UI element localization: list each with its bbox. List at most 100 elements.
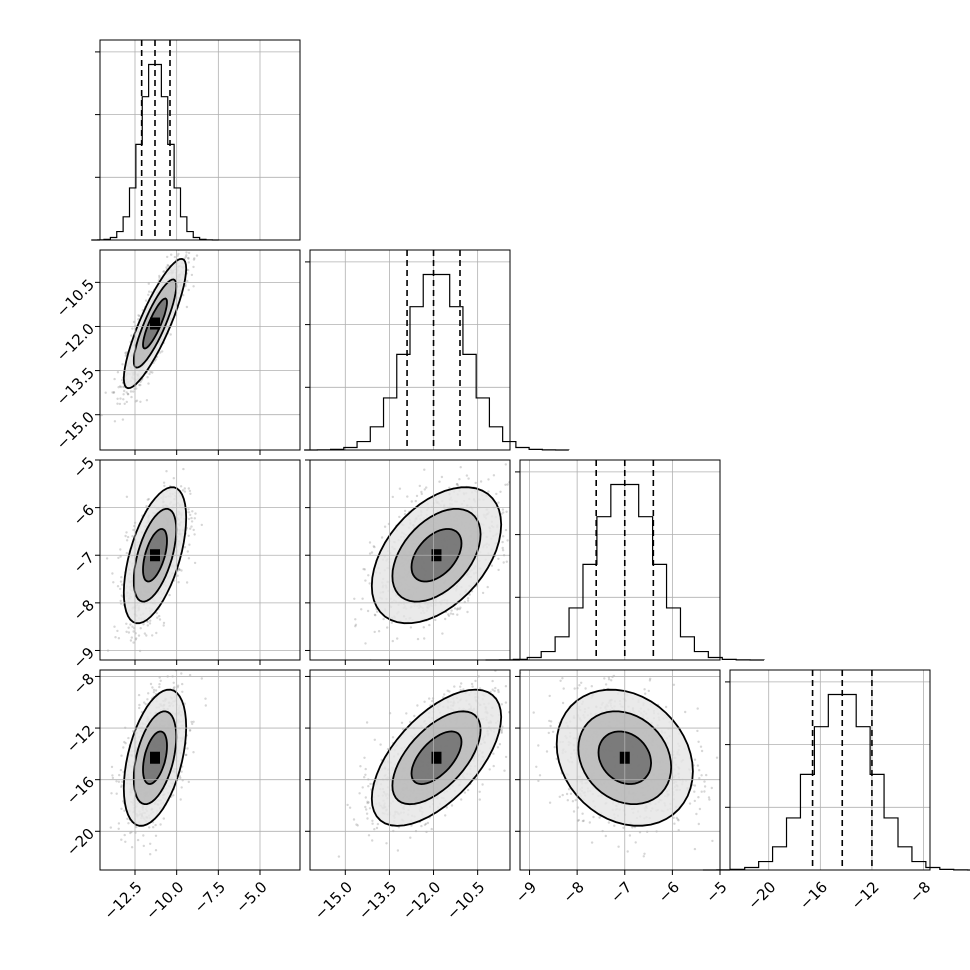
scatter-point [373, 545, 376, 549]
scatter-point [123, 402, 126, 405]
scatter-point [176, 684, 180, 687]
scatter-point [391, 495, 394, 499]
scatter-point [456, 613, 459, 616]
scatter-point [151, 371, 154, 374]
scatter-point [187, 557, 191, 560]
scatter-point [188, 489, 192, 493]
scatter-point [497, 557, 500, 560]
scatter-point [165, 266, 168, 269]
scatter-point [176, 686, 179, 689]
contour-line-1 [132, 508, 178, 603]
scatter-point [125, 551, 128, 555]
scatter-point [123, 809, 126, 812]
scatter-point [162, 270, 165, 273]
scatter-point [147, 497, 150, 501]
scatter-point [118, 773, 121, 777]
scatter-panel-2-0 [95, 457, 301, 665]
scatter-point [523, 496, 525, 498]
scatter-point [390, 621, 393, 624]
scatter-point [176, 457, 178, 459]
panel-content-2-1 [353, 463, 525, 660]
scatter-point [146, 498, 149, 501]
scatter-point [186, 550, 189, 553]
scatter-point [117, 822, 121, 825]
scatter-point [182, 294, 185, 297]
scatter-point [450, 609, 453, 612]
scatter-point [146, 620, 149, 624]
scatter-point [131, 327, 134, 330]
scatter-point [139, 380, 142, 384]
scatter-point [181, 489, 185, 492]
scatter-point [391, 639, 394, 643]
scatter-point [515, 537, 517, 539]
scatter-point [354, 618, 357, 621]
scatter-point [453, 607, 457, 610]
scatter-point [186, 279, 189, 283]
scatter-point [183, 490, 187, 493]
scatter-point [146, 624, 149, 627]
scatter-point [149, 370, 152, 374]
scatter-point [183, 240, 185, 242]
scatter-point [428, 623, 431, 627]
scatter-point [505, 510, 508, 513]
scatter-point [131, 535, 134, 538]
scatter-point [126, 393, 130, 396]
scatter-point [125, 630, 128, 633]
scatter-point [364, 579, 367, 582]
scatter-point [502, 561, 505, 564]
scatter-point [467, 477, 470, 480]
scatter-point [137, 314, 140, 317]
scatter-point [149, 853, 152, 856]
scatter-point [364, 642, 367, 645]
scatter-point [447, 613, 450, 616]
scatter-point [121, 363, 124, 366]
scatter-point [179, 485, 183, 488]
scatter-point [177, 581, 180, 584]
scatter-point [501, 549, 505, 552]
scatter-point [376, 610, 379, 613]
scatter-point [459, 466, 462, 469]
scatter-point [158, 676, 161, 679]
scatter-point [121, 378, 124, 382]
axis-frame-2-1 [309, 459, 511, 661]
scatter-point [178, 568, 181, 571]
scatter-point [119, 580, 123, 583]
scatter-point [511, 602, 513, 604]
scatter-point [118, 385, 122, 388]
scatter-point [119, 587, 122, 591]
scatter-point [187, 288, 190, 292]
scatter-point [487, 478, 490, 481]
scatter-point [363, 568, 366, 571]
scatter-point [423, 468, 426, 471]
scatter-point [127, 631, 131, 634]
scatter-point [458, 478, 461, 481]
scatter-point [360, 608, 363, 611]
scatter-point [501, 540, 504, 544]
scatter-point [193, 561, 197, 565]
scatter-point [373, 613, 377, 616]
scatter-point [466, 610, 469, 614]
scatter-point [195, 254, 199, 257]
scatter-point [118, 402, 122, 406]
scatter-point [162, 621, 166, 625]
scatter-point [158, 274, 161, 278]
scatter-point [146, 376, 149, 379]
scatter-point [372, 545, 375, 548]
scatter-point [416, 637, 420, 641]
scatter-point [148, 372, 151, 376]
scatter-point [152, 826, 155, 829]
scatter-point [155, 611, 158, 615]
scatter-point [490, 564, 494, 567]
scatter-point [167, 264, 170, 268]
scatter-point [177, 246, 179, 248]
scatter-point [189, 513, 192, 517]
scatter-point [434, 618, 437, 622]
scatter-point [120, 594, 124, 597]
scatter-point [396, 637, 399, 640]
scatter-point [403, 509, 407, 513]
scatter-point [169, 333, 172, 336]
scatter-point [444, 617, 447, 621]
panel-content-2-0 [105, 457, 203, 653]
scatter-point [354, 623, 358, 626]
